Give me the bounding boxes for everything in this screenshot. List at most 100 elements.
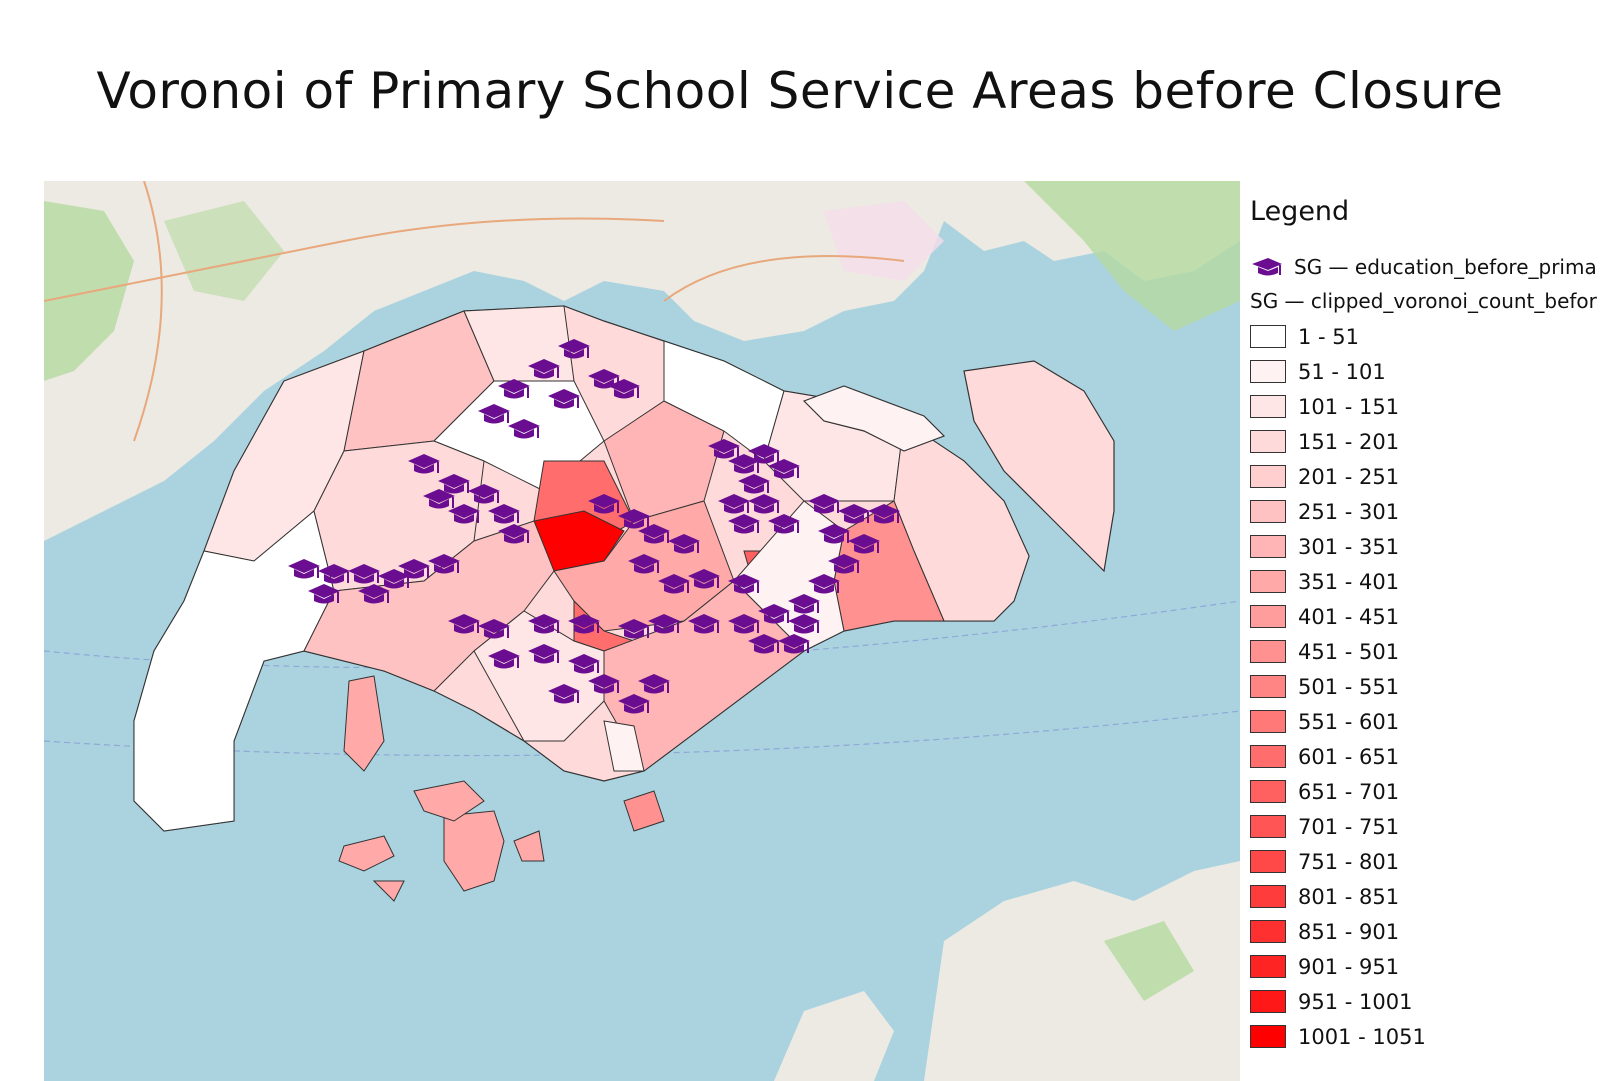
school-point-icon[interactable]	[508, 419, 540, 439]
legend-class-label: 551 - 601	[1298, 709, 1400, 734]
basemap-area	[824, 201, 944, 281]
legend-swatch	[1250, 325, 1286, 348]
school-point-icon[interactable]	[498, 379, 530, 399]
legend-class-label: 801 - 851	[1298, 884, 1400, 909]
legend-swatch	[1250, 885, 1286, 908]
school-point-icon[interactable]	[488, 649, 520, 669]
school-point-icon[interactable]	[618, 509, 650, 529]
legend-swatch	[1250, 710, 1286, 733]
school-point-icon[interactable]	[398, 559, 430, 579]
map-svg[interactable]	[44, 181, 1240, 1081]
school-point-icon[interactable]	[618, 619, 650, 639]
legend-polygon-layer-label: SG — clipped_voronoi_count_befor	[1250, 289, 1597, 313]
legend-point-layer-label: SG — education_before_prima	[1294, 255, 1597, 279]
school-point-icon[interactable]	[468, 484, 500, 504]
school-point-icon[interactable]	[478, 619, 510, 639]
school-point-icon[interactable]	[828, 554, 860, 574]
school-point-icon[interactable]	[408, 454, 440, 474]
school-point-icon[interactable]	[438, 474, 470, 494]
school-point-icon[interactable]	[718, 494, 750, 514]
island-ubin	[802, 385, 946, 452]
legend-class-label: 401 - 451	[1298, 604, 1400, 629]
legend-class-label: 1 - 51	[1298, 324, 1360, 349]
school-point-icon[interactable]	[478, 404, 510, 424]
school-point-icon[interactable]	[818, 524, 850, 544]
school-point-icon[interactable]	[778, 634, 810, 654]
school-point-icon[interactable]	[448, 504, 480, 524]
legend-class-item: 601 - 651	[1250, 739, 1600, 774]
legend-swatch	[1250, 1025, 1286, 1048]
school-point-icon[interactable]	[348, 564, 380, 584]
school-point-icon[interactable]	[528, 614, 560, 634]
school-point-icon[interactable]	[638, 524, 670, 544]
school-point-icon[interactable]	[808, 494, 840, 514]
legend-swatch	[1250, 395, 1286, 418]
graduation-cap-icon	[1252, 258, 1282, 276]
southern-island	[338, 835, 395, 872]
voronoi-cell[interactable]	[603, 400, 725, 522]
legend-class-item: 501 - 551	[1250, 669, 1600, 704]
school-point-icon[interactable]	[528, 359, 560, 379]
school-point-icon[interactable]	[728, 574, 760, 594]
school-point-icon[interactable]	[488, 504, 520, 524]
school-point-icon[interactable]	[748, 634, 780, 654]
school-point-icon[interactable]	[648, 614, 680, 634]
school-point-icon[interactable]	[758, 604, 790, 624]
legend-class-item: 851 - 901	[1250, 914, 1600, 949]
school-point-icon[interactable]	[378, 569, 410, 589]
school-point-icon[interactable]	[728, 514, 760, 534]
school-point-icon[interactable]	[548, 389, 580, 409]
school-point-icon[interactable]	[318, 564, 350, 584]
school-point-icon[interactable]	[568, 614, 600, 634]
legend-class-item: 701 - 751	[1250, 809, 1600, 844]
school-point-icon[interactable]	[628, 554, 660, 574]
school-point-icon[interactable]	[618, 694, 650, 714]
legend-class-item: 751 - 801	[1250, 844, 1600, 879]
legend-title: Legend	[1250, 196, 1350, 227]
school-point-icon[interactable]	[808, 574, 840, 594]
school-point-icon[interactable]	[668, 534, 700, 554]
school-point-icon[interactable]	[838, 504, 870, 524]
school-point-icon[interactable]	[788, 594, 820, 614]
school-point-icon[interactable]	[788, 614, 820, 634]
school-point-icon[interactable]	[358, 584, 390, 604]
school-point-icon[interactable]	[423, 489, 455, 509]
legend-swatch	[1250, 675, 1286, 698]
school-point-icon[interactable]	[568, 654, 600, 674]
legend-swatch	[1250, 955, 1286, 978]
map-canvas[interactable]	[44, 181, 1240, 1081]
school-point-icon[interactable]	[638, 674, 670, 694]
school-point-icon[interactable]	[588, 494, 620, 514]
legend-swatch	[1250, 850, 1286, 873]
school-point-icon[interactable]	[848, 534, 880, 554]
southern-island	[413, 780, 485, 822]
legend-class-label: 501 - 551	[1298, 674, 1400, 699]
school-point-icon[interactable]	[308, 584, 340, 604]
school-point-icon[interactable]	[608, 379, 640, 399]
school-point-icon[interactable]	[428, 554, 460, 574]
school-point-icon[interactable]	[658, 574, 690, 594]
southern-island	[513, 830, 545, 862]
school-point-icon[interactable]	[288, 559, 320, 579]
school-point-icon[interactable]	[448, 614, 480, 634]
school-point-icon[interactable]	[498, 524, 530, 544]
school-point-icon[interactable]	[738, 474, 770, 494]
island-tekong	[963, 360, 1115, 573]
school-point-icon[interactable]	[688, 569, 720, 589]
school-point-icon[interactable]	[558, 339, 590, 359]
school-point-icon[interactable]	[768, 514, 800, 534]
school-point-icon[interactable]	[768, 459, 800, 479]
school-point-icon[interactable]	[868, 504, 900, 524]
school-point-icon[interactable]	[548, 684, 580, 704]
school-point-icon[interactable]	[688, 614, 720, 634]
school-point-icon[interactable]	[728, 614, 760, 634]
school-point-icon[interactable]	[748, 444, 780, 464]
school-point-icon[interactable]	[708, 439, 740, 459]
legend-class-item: 251 - 301	[1250, 494, 1600, 529]
legend-class-list: 1 - 51 51 - 101 101 - 151 151 - 201 201 - 25…	[1250, 319, 1600, 1054]
school-point-icon[interactable]	[728, 454, 760, 474]
legend-swatch	[1250, 500, 1286, 523]
school-point-icon[interactable]	[588, 674, 620, 694]
school-point-icon[interactable]	[528, 644, 560, 664]
school-point-icon[interactable]	[748, 494, 780, 514]
